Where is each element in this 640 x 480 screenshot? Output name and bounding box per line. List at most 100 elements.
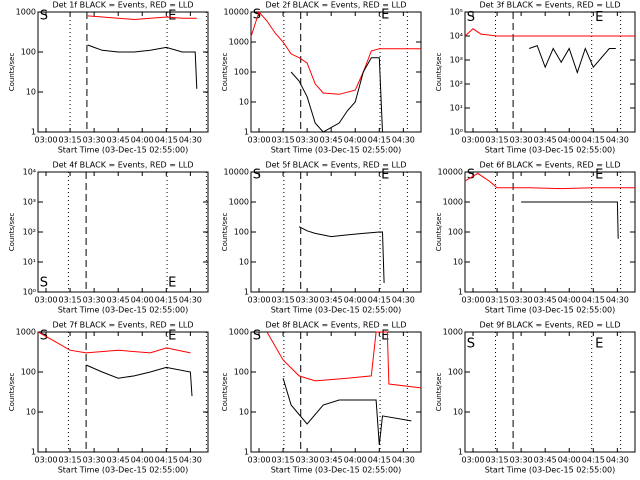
panel: Det 9f BLACK = Events, RED = LLD Start Ti…: [435, 321, 636, 475]
y-tick-label: 10000: [438, 168, 463, 177]
annotation: S: [253, 7, 261, 22]
x-tick-label: 03:15: [272, 296, 295, 305]
y-tick-label: 1000: [16, 328, 36, 337]
y-tick-label: 1000: [229, 198, 249, 207]
x-tick-label: 04:15: [582, 296, 605, 305]
x-tick-label: 03:15: [486, 136, 509, 145]
x-tick-label: 03:00: [34, 456, 57, 465]
x-tick-label: 03:30: [296, 296, 319, 305]
x-axis-label: Start Time (03-Dec-15 02:55:00): [271, 306, 402, 315]
annotation: E: [595, 167, 603, 182]
x-tick-label: 04:30: [179, 296, 202, 305]
x-tick-label: 04:00: [131, 136, 154, 145]
x-tick-label: 04:15: [368, 456, 391, 465]
x-axis-label: Start Time (03-Dec-15 02:55:00): [485, 146, 616, 155]
y-tick-label: 1: [31, 128, 36, 137]
data-line: [250, 11, 421, 95]
annotation: S: [467, 337, 475, 352]
x-tick-label: 03:30: [296, 136, 319, 145]
panel: Det 7f BLACK = Events, RED = LLD Start Ti…: [8, 321, 209, 475]
annotation: S: [40, 275, 48, 290]
x-tick-label: 03:45: [107, 296, 130, 305]
x-axis-label: Start Time (03-Dec-15 02:55:00): [58, 466, 189, 475]
x-tick-label: 03:15: [272, 136, 295, 145]
y-tick-label: 100: [448, 368, 463, 377]
y-tick-label: 1000: [229, 328, 249, 337]
plot-frame: [464, 171, 636, 293]
x-tick-label: 04:15: [368, 136, 391, 145]
data-line: [464, 28, 635, 37]
x-tick-label: 03:45: [534, 456, 557, 465]
x-tick-label: 04:30: [606, 136, 629, 145]
y-tick-label: 1: [458, 448, 463, 457]
y-axis-label: Counts/sec: [435, 373, 443, 412]
x-tick-label: 03:30: [83, 296, 106, 305]
annotation: S: [40, 8, 48, 23]
chart-title: Det 6f BLACK = Events, RED = LLD: [479, 161, 620, 170]
annotation: E: [381, 7, 389, 22]
y-tick-label: 10: [239, 98, 249, 107]
x-tick-label: 03:15: [272, 456, 295, 465]
y-tick-label: 10: [239, 258, 249, 267]
plot-frame: [250, 171, 422, 293]
y-tick-label: 100: [448, 228, 463, 237]
y-tick-label: 1: [244, 448, 249, 457]
y-tick-label: 1000: [443, 328, 463, 337]
data-line: [266, 331, 422, 389]
y-tick-label: 10000: [224, 168, 249, 177]
y-tick-label: 100: [21, 368, 36, 377]
x-tick-label: 04:00: [131, 456, 154, 465]
y-tick-label: 10⁴: [450, 32, 463, 41]
y-tick-label: 10: [26, 88, 36, 97]
y-tick-label: 100: [234, 68, 249, 77]
x-tick-label: 03:00: [247, 136, 270, 145]
y-axis-label: Counts/sec: [435, 53, 443, 92]
plot-frame: [250, 331, 422, 453]
y-tick-label: 10⁰: [450, 128, 463, 137]
y-tick-label: 10³: [450, 56, 463, 65]
y-tick-label: 10: [453, 408, 463, 417]
x-tick-label: 04:15: [582, 136, 605, 145]
y-tick-label: 1000: [16, 8, 36, 17]
data-line: [529, 44, 616, 75]
plot-frame: [464, 11, 636, 133]
panel: Det 1f BLACK = Events, RED = LLD Start Ti…: [8, 1, 209, 155]
y-axis-label: Counts/sec: [221, 373, 229, 412]
y-tick-label: 1: [244, 288, 249, 297]
x-tick-label: 03:15: [486, 456, 509, 465]
y-tick-label: 10⁴: [23, 168, 36, 177]
plot-frame: [37, 331, 209, 453]
x-tick-label: 04:00: [131, 296, 154, 305]
x-tick-label: 03:15: [486, 296, 509, 305]
annotation: E: [168, 275, 176, 290]
x-tick-label: 04:30: [392, 136, 415, 145]
x-tick-label: 03:30: [510, 456, 533, 465]
annotation: S: [253, 167, 261, 182]
panel: Det 8f BLACK = Events, RED = LLD Start Ti…: [221, 321, 422, 475]
x-tick-label: 03:30: [510, 136, 533, 145]
x-tick-label: 03:30: [83, 136, 106, 145]
data-line: [464, 172, 635, 190]
data-line: [282, 378, 412, 446]
annotation: E: [595, 337, 603, 352]
annotation: E: [168, 8, 176, 23]
y-tick-label: 100: [234, 368, 249, 377]
y-tick-label: 10: [453, 258, 463, 267]
plot-frame: [250, 11, 422, 133]
data-line: [87, 15, 197, 21]
plot-frame: [464, 331, 636, 453]
x-tick-label: 03:45: [534, 136, 557, 145]
y-tick-label: 1000: [229, 38, 249, 47]
data-line: [521, 201, 619, 239]
annotation: S: [467, 10, 475, 25]
y-tick-label: 10⁰: [23, 288, 36, 297]
x-tick-label: 03:45: [320, 296, 343, 305]
x-tick-label: 04:00: [344, 296, 367, 305]
x-tick-label: 03:00: [34, 136, 57, 145]
annotation: S: [467, 167, 475, 182]
x-tick-label: 04:30: [606, 296, 629, 305]
panel: Det 6f BLACK = Events, RED = LLD Start Ti…: [435, 161, 636, 315]
annotation: E: [381, 328, 389, 343]
x-tick-label: 03:15: [59, 136, 82, 145]
y-axis-label: Counts/sec: [8, 213, 16, 252]
